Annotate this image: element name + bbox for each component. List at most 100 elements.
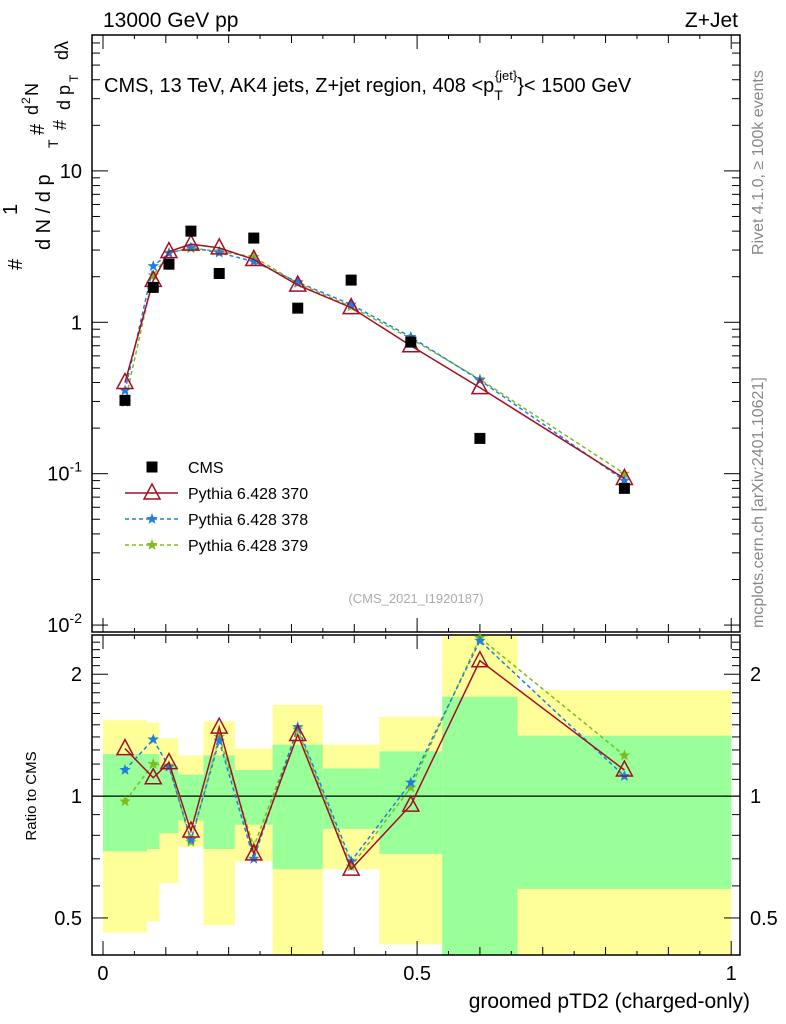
main-frame [91,34,741,633]
pythia-6-428-378-ratio-point [185,833,197,845]
cms-point [474,432,486,444]
green-band [322,768,380,829]
svg-text:#: # [5,258,27,270]
axes: 0 0.5 1 10-2 10-1 1 10 0.5 0.5 1 1 2 2 [47,34,778,985]
green-band [517,735,732,889]
data-marks [115,225,634,876]
pythia-6-428-370-point [244,248,264,267]
x-tick-label: 0.5 [403,963,431,985]
pythia-6-428-370-point [159,241,179,259]
legend-marker [146,513,158,524]
pythia-6-428-370-ratio-point [615,759,634,777]
x-axis-label: groomed pTD2 (charged-only) [469,990,750,1013]
green-band [379,751,443,854]
pythia-6-428-378-ratio-point [213,734,225,746]
pythia-6-428-378-point [119,384,131,396]
uncertainty-bands [102,635,732,955]
pythia-6-428-378-point [345,298,357,310]
green-band [442,696,518,955]
pythia-6-428-378-line [124,246,625,482]
pythia-6-428-378-ratio-point [248,852,260,864]
legend-marker [146,461,158,473]
pythia-6-428-370-ratio-point [115,738,135,756]
pythia-6-428-370-point [341,297,361,315]
pythia-6-428-378-ratio-point [405,776,417,788]
pythia-6-428-378-ratio-point [147,733,159,745]
pythia-6-428-378-point [213,246,225,258]
cms-point [119,394,131,406]
legend-marker [142,482,162,500]
ratio-y-tick-label-right: 0.5 [750,908,778,930]
pythia-6-428-370-ratio-line [124,659,625,871]
pythia-6-428-379-ratio-point [405,781,417,793]
rivet-label: Rivet 4.1.0, ≥ 100k events [750,70,767,255]
pythia-6-428-378-ratio-point [163,761,175,772]
pythia-6-428-370-point [181,233,201,251]
legend-label: Pythia 6.428 379 [188,538,308,555]
legend-label: Pythia 6.428 370 [188,486,308,503]
pythia-6-428-379-ratio-point [345,860,357,872]
pythia-6-428-378-point [185,241,197,253]
cms-point [248,232,260,244]
y-axis-label: # 1 d N / d p T # d 2 N # d p T dλ [0,41,81,270]
pythia-6-428-370-ratio-point [181,820,201,838]
svg-text:N: N [22,83,42,96]
svg-text:1: 1 [0,204,22,215]
cms-point [345,274,357,286]
cms-point [213,268,225,280]
cms-point [405,336,417,348]
pythia-6-428-370-ratio-point [144,767,163,785]
svg-text:d N / d p: d N / d p [33,174,55,250]
legend: CMS Pythia 6.428 370 Pythia 6.428 378 Pythi… [125,460,308,555]
ratio-y-tick-label: 2 [71,664,82,686]
y-tick-label: 1 [71,312,82,334]
x-tick-label: 0 [97,963,108,985]
pythia-6-428-379-ratio-point [119,795,131,807]
svg-text:d p: d p [54,85,74,110]
chart-title: CMS, 13 TeV, AK4 jets, Z+jet region, 408… [104,68,632,103]
pythia-6-428-378-point [618,474,631,486]
y-tick-label: 10-2 [47,610,82,637]
svg-text:d: d [22,105,42,115]
y-tick-label: 10 [60,161,82,183]
pythia-6-428-370-point [115,371,135,390]
pythia-6-428-378-ratio-point [119,764,131,775]
green-band [146,754,160,850]
pythia-6-428-370-ratio-point [159,751,179,770]
legend-marker [146,539,158,550]
svg-text:#: # [27,123,49,135]
legend-label: CMS [188,460,224,477]
pythia-6-428-370-line [124,243,625,480]
ratio-y-tick-label-right: 1 [750,786,761,808]
pythia-6-428-370-ratio-point [470,650,490,668]
pythia-6-428-379-point [147,269,159,281]
pythia-6-428-370-ratio-point [244,843,264,861]
green-band [272,744,323,870]
ratio-y-label: Ratio to CMS [23,751,40,840]
ratio-y-tick-label-right: 2 [750,664,761,686]
x-tick-label: 1 [726,963,737,985]
y-tick-label: 10-1 [47,459,82,486]
pythia-6-428-379-ratio-point [147,758,159,769]
green-band [159,765,179,834]
cms-point [292,302,304,314]
svg-text:#: # [50,120,70,130]
legend-label: Pythia 6.428 378 [188,512,308,529]
pythia-6-428-379-line [124,247,625,475]
green-band [203,755,235,850]
pythia-6-428-379-point [618,467,631,479]
svg-text:dλ: dλ [52,41,72,60]
svg-text:T: T [67,74,81,82]
pythia-6-428-370-point [288,274,307,292]
header-right: Z+Jet [685,9,738,32]
cms-point [147,281,159,293]
header-left: 13000 GeV pp [103,9,238,32]
svg-text:2: 2 [19,97,33,104]
pythia-6-428-378-ratio-point [474,634,486,646]
pythia-6-428-379-ratio-point [618,749,631,761]
cms-point [618,482,630,494]
svg-text:T: T [45,139,61,148]
mcplots-label: mcplots.cern.ch [arXiv:2401.10621] [750,377,767,628]
